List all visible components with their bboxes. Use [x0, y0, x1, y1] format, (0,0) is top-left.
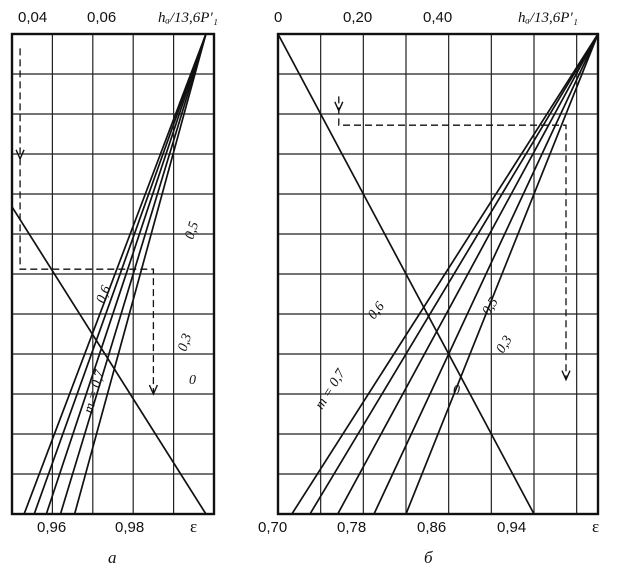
series-line-a-5 — [11, 206, 207, 515]
curve-label-b-m05: 0,5 — [480, 295, 502, 318]
series-line-b-0 — [291, 33, 599, 515]
series-line-a-1 — [33, 33, 207, 515]
curve-label-a-m05: 0,5 — [183, 220, 203, 241]
curve-label-b-m0: 0 — [453, 383, 460, 398]
top-tick-b-2: 0,40 — [423, 9, 452, 26]
series-line-b-2 — [336, 33, 599, 515]
example-arrow-a-1 — [148, 384, 159, 396]
curve-label-b-m07: m = 0,7 — [313, 366, 350, 412]
top-tick-a-0: 0,04 — [18, 9, 47, 26]
top-tick-b-0: 0 — [274, 9, 282, 26]
series-line-b-1 — [309, 33, 599, 515]
bottom-tick-a-0: 0,96 — [37, 519, 66, 536]
grid-b — [276, 32, 600, 516]
top-tick-b-1: 0,20 — [343, 9, 372, 26]
bottom-tick-b-2: 0,86 — [417, 519, 446, 536]
series-line-a-4 — [73, 33, 207, 515]
x-axis-label-a: ε — [190, 517, 197, 536]
curve-label-a-m03: 0,3 — [176, 332, 196, 353]
bottom-tick-b-1: 0,78 — [337, 519, 366, 536]
bottom-tick-b-0: 0,70 — [258, 519, 287, 536]
example-arrow-b-0 — [334, 101, 344, 113]
series-line-b-4 — [405, 33, 599, 515]
chart-panel-b: 0 0,20 0,40 hₐ/13,6P′₁ 0,70 0,78 0,86 0,… — [258, 9, 600, 567]
top-axis-label-b: hₐ/13,6P′₁ — [518, 10, 578, 26]
x-axis-label-b: ε — [592, 517, 599, 536]
bottom-tick-b-3: 0,94 — [497, 519, 526, 536]
top-axis-label-a: hₐ/13,6P′₁ — [158, 10, 218, 26]
bottom-tick-a-1: 0,98 — [115, 519, 144, 536]
frame-a — [10, 32, 216, 516]
series-line-a-2 — [45, 33, 207, 515]
series-line-a-3 — [59, 33, 207, 515]
panel-label-b: б — [424, 548, 433, 567]
series-line-b-3 — [373, 33, 599, 515]
panel-label-a: а — [108, 548, 117, 567]
curve-label-a-m06: 0,6 — [94, 284, 114, 306]
series-group-b — [277, 33, 599, 515]
top-tick-a-1: 0,06 — [87, 9, 116, 26]
series-group-a — [11, 33, 207, 515]
curve-label-b-m03: 0,3 — [494, 333, 516, 356]
curve-label-a-m0: 0 — [189, 373, 196, 388]
frame-b — [276, 32, 600, 516]
example-arrow-a-0 — [15, 149, 25, 161]
series-line-b-5 — [277, 33, 535, 515]
example-arrow-b-1 — [561, 370, 571, 382]
chart-panel-a: 0,04 0,06 hₐ/13,6P′₁ 0,96 0,98 ε а m = 0… — [10, 9, 218, 567]
series-line-a-0 — [23, 33, 207, 515]
curve-label-b-m06: 0,6 — [365, 299, 388, 322]
